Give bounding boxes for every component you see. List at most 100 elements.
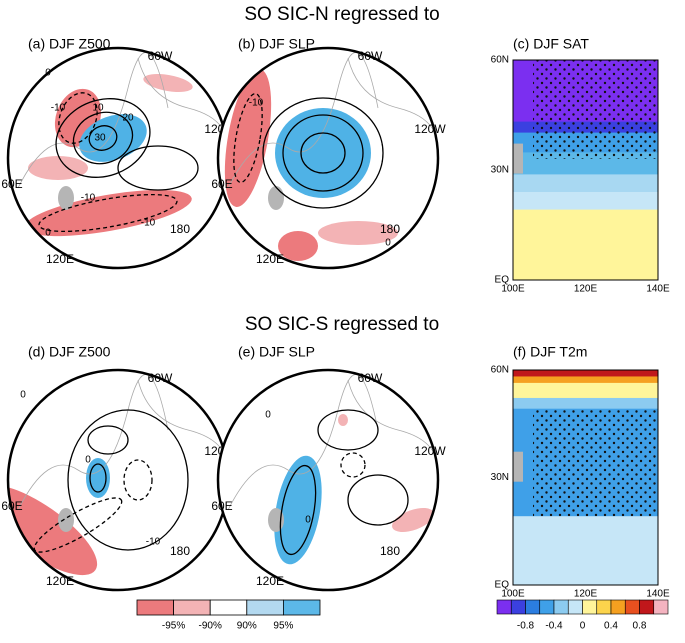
rect-map [513, 370, 658, 585]
polar-map [216, 46, 440, 270]
section-title: SO SIC-S regressed to [245, 314, 439, 335]
section-title: SO SIC-N regressed to [244, 4, 439, 25]
contour [300, 132, 346, 174]
colorbar-box [246, 599, 284, 616]
map-border [216, 46, 440, 270]
contour [55, 98, 151, 178]
colorbar-box [596, 599, 612, 615]
contour-label: 30 [94, 133, 106, 144]
stippling [533, 408, 658, 517]
contour [67, 409, 189, 551]
contour-label: 0 [305, 515, 311, 526]
contour-label: 0 [45, 68, 51, 79]
map-border [216, 368, 440, 592]
contour-label: 0 [265, 410, 271, 421]
contour-label: 0 [45, 228, 51, 239]
colorbar-box [282, 599, 321, 616]
colorbar-box [582, 599, 598, 615]
color-band [513, 516, 658, 585]
colorbar-box [510, 599, 526, 615]
lon-label: 60E [211, 499, 232, 513]
lon-label: 120E [256, 252, 284, 266]
colorbar-box [209, 599, 248, 616]
contour [123, 459, 153, 501]
panel-title: (c) DJF SAT [513, 36, 589, 52]
lon-label: 180 [170, 544, 190, 558]
lat-label: EQ [495, 275, 510, 286]
contour-label: 0 [20, 390, 26, 401]
polar-map [6, 46, 230, 270]
shading [24, 189, 192, 237]
rect-map [513, 60, 658, 280]
lon-label: 140E [646, 284, 670, 295]
contour [233, 92, 263, 184]
lon-label: 120E [256, 574, 284, 588]
panel-title: (b) DJF SLP [238, 36, 315, 52]
map-content [8, 370, 228, 590]
land [513, 451, 523, 482]
lon-label: 60W [358, 371, 383, 385]
colorbar-label: -95% [162, 621, 185, 632]
lon-label: 60E [211, 177, 232, 191]
lon-label: 120E [46, 574, 74, 588]
panel-title: (d) DJF Z500 [28, 344, 111, 360]
colorbar-box [624, 599, 640, 615]
lat-label: 30N [491, 165, 509, 176]
lat-label: EQ [495, 580, 510, 591]
contour-label: -10 [146, 537, 161, 548]
lon-label: 180 [170, 222, 190, 236]
color-band [513, 370, 658, 378]
lon-label: 120E [574, 284, 598, 295]
panel-title: (e) DJF SLP [238, 344, 315, 360]
contour [282, 114, 364, 192]
colorbar-label: 0 [580, 621, 586, 632]
contour-label: -10 [141, 218, 156, 229]
color-band [513, 192, 658, 215]
lon-label: 180 [380, 222, 400, 236]
land [58, 508, 74, 532]
land [268, 186, 284, 210]
contour-label: 10 [92, 103, 104, 114]
shading [318, 221, 398, 245]
lon-label: 120W [414, 122, 446, 136]
lat-label: 60N [491, 365, 509, 376]
lon-label: 120W [414, 444, 446, 458]
contour-label: -10 [249, 98, 264, 109]
contour [117, 145, 199, 191]
lon-label: 120E [574, 589, 598, 600]
contour [279, 464, 317, 556]
contour [58, 92, 98, 144]
colorbar-label: -90% [199, 621, 222, 632]
shading [28, 156, 88, 180]
colorbar-box [610, 599, 626, 615]
map-border [512, 369, 659, 586]
panel-title: (a) DJF Z500 [28, 36, 111, 52]
contour [72, 111, 134, 165]
contour-label: 20 [122, 113, 134, 124]
contour-label: 0 [85, 455, 91, 466]
shading [274, 455, 322, 565]
color-band [513, 209, 658, 280]
map-content [218, 48, 438, 268]
colorbar-label: 90% [237, 621, 257, 632]
contour [89, 463, 107, 493]
contour [88, 125, 118, 151]
color-band [513, 382, 658, 402]
contour-label: -10 [51, 103, 66, 114]
contour [340, 452, 366, 478]
lon-label: 60W [148, 371, 173, 385]
colorbar-box [567, 599, 583, 615]
map-content [218, 370, 438, 590]
colorbar-box [553, 599, 569, 615]
land [513, 143, 523, 174]
colorbar-label: -0.4 [545, 621, 563, 632]
map-content [8, 48, 228, 268]
land [58, 186, 74, 210]
color-band [513, 397, 658, 412]
lon-label: 60W [358, 49, 383, 63]
lon-label: 60E [1, 177, 22, 191]
lon-label: 100E [501, 284, 525, 295]
colorbar-label: 0.4 [604, 621, 618, 632]
stippling [533, 60, 658, 159]
